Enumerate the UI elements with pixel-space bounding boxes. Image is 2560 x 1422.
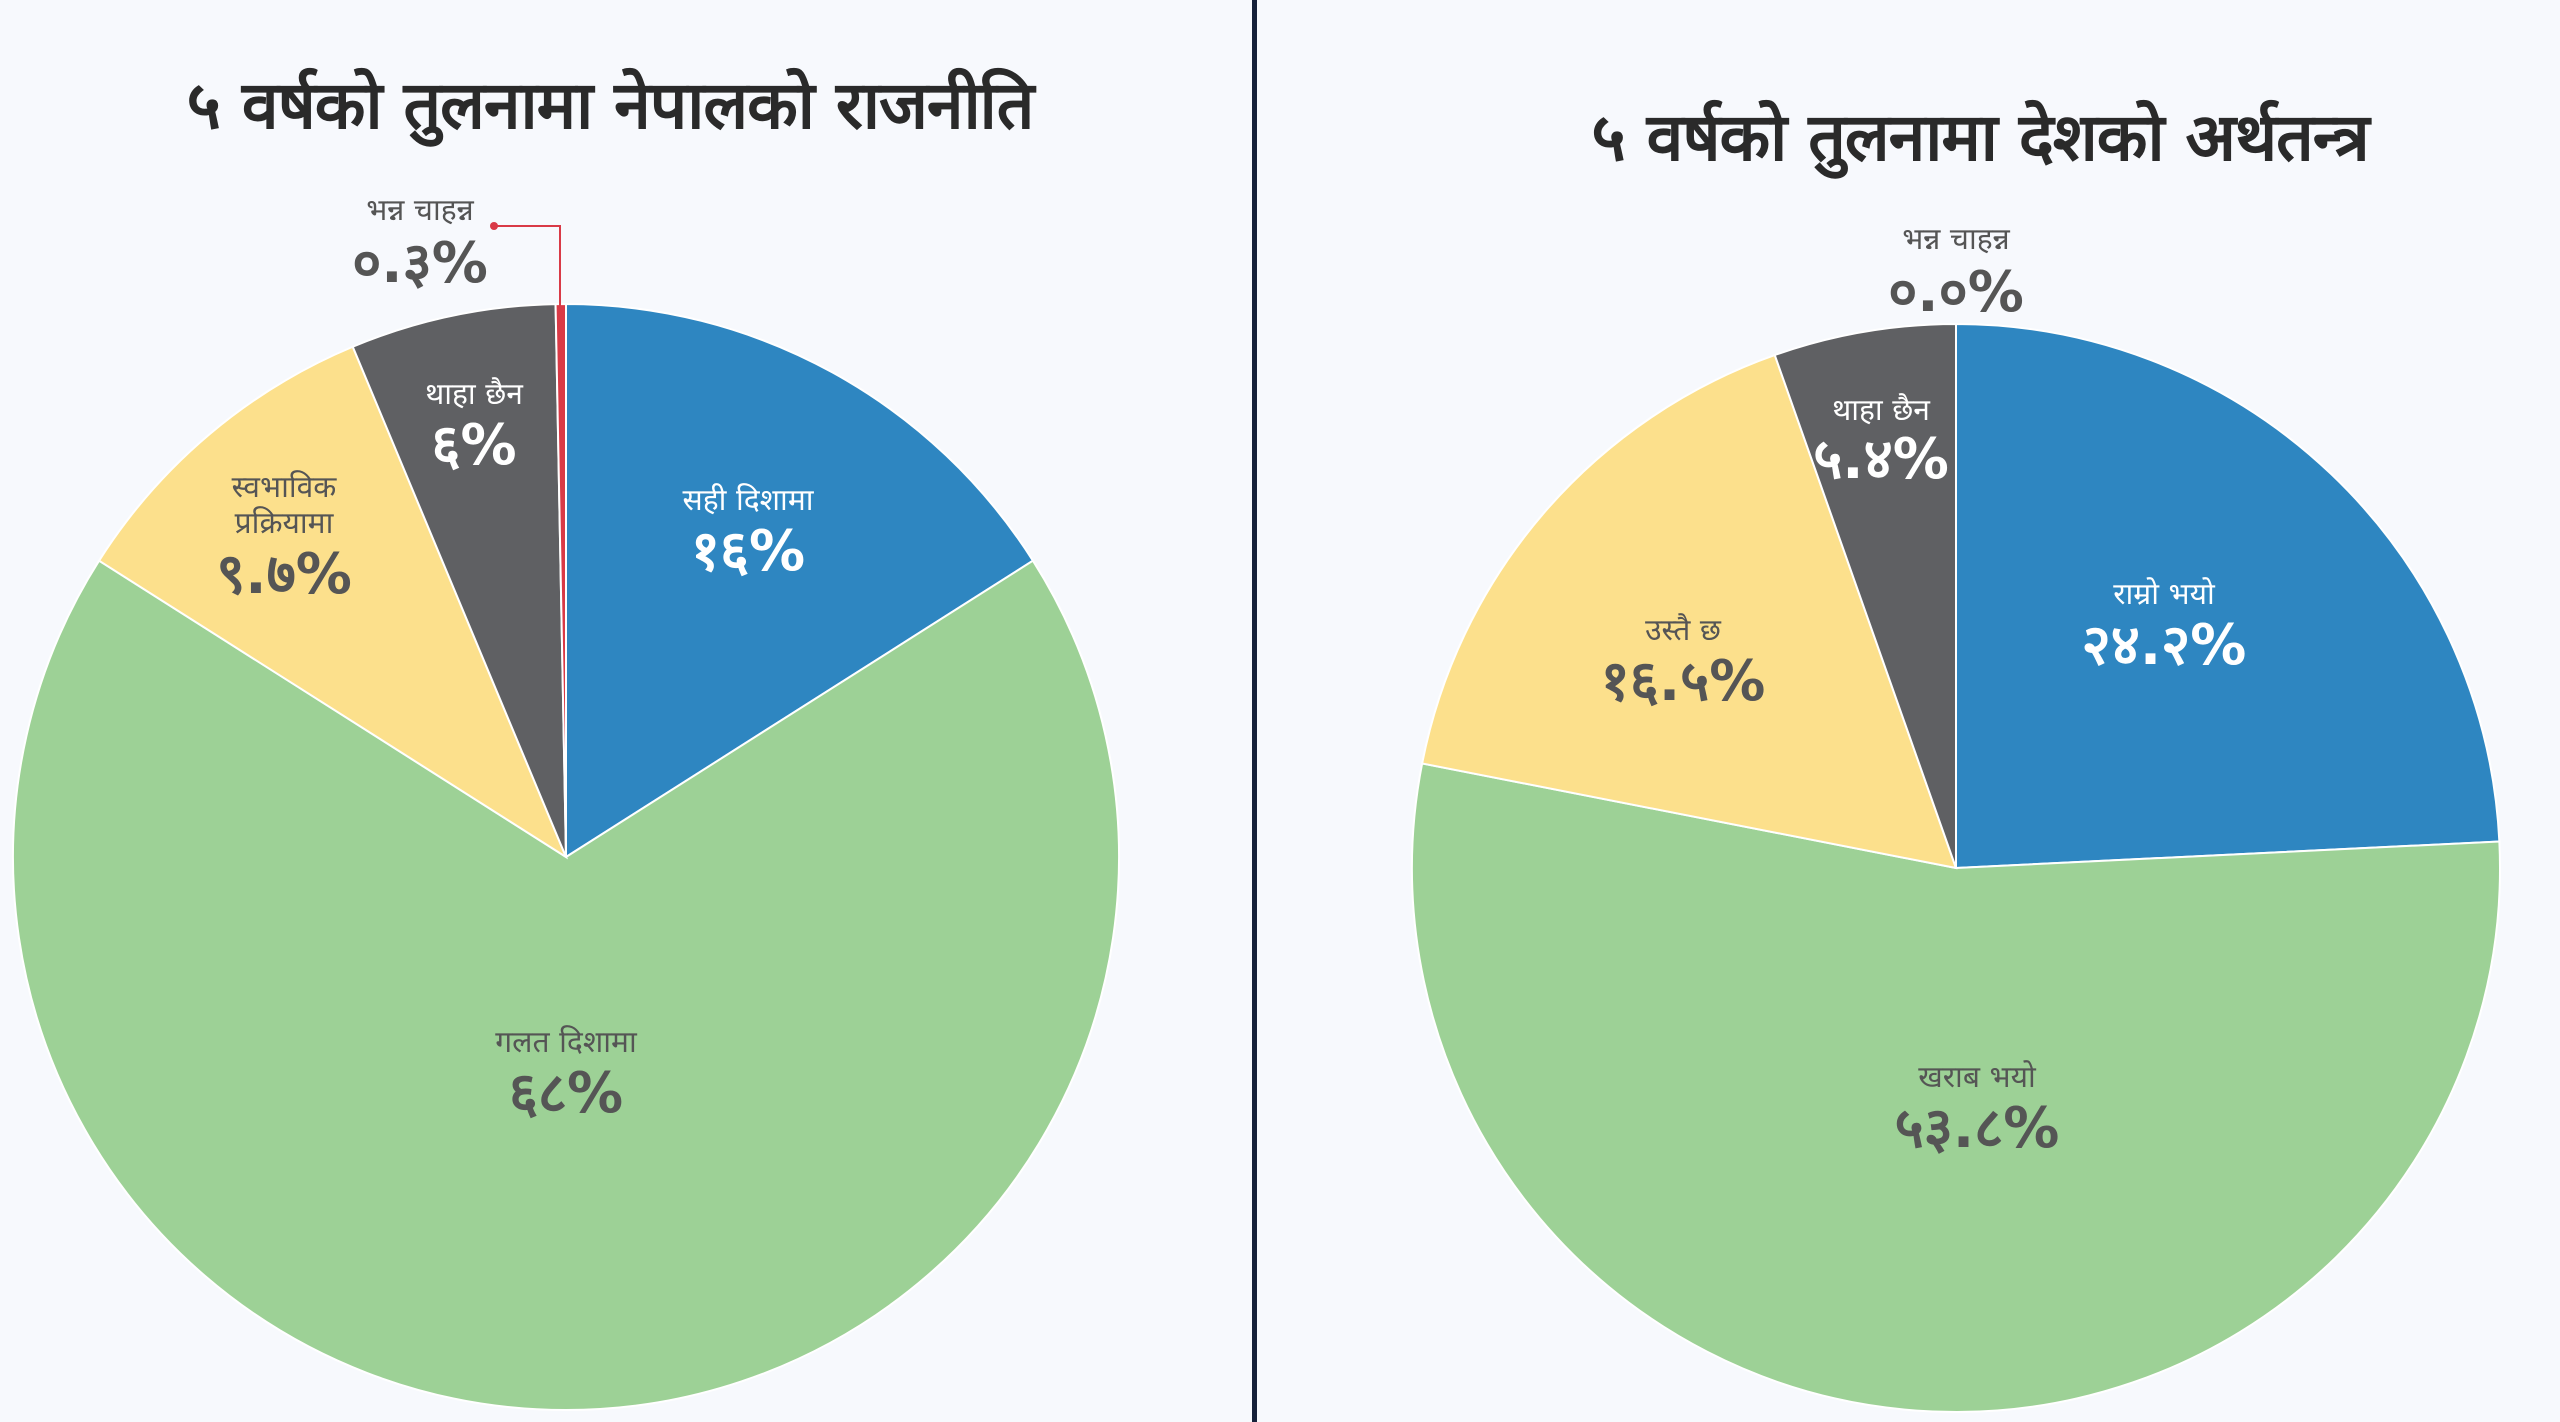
pie-slice-dont-know: [351, 303, 567, 858]
slice-value-no-answer: ०.०%: [1888, 260, 2024, 325]
slice-label-no-answer: भन्न चाहन्न: [366, 193, 474, 228]
leader-line-no-answer: [494, 225, 561, 306]
slice-value-no-answer: ०.३%: [352, 231, 488, 296]
pie-slice-positive: [1955, 322, 2501, 870]
slice-label-neutral-line1: स्वभाविक: [232, 470, 338, 505]
slice-label-negative: गलत दिशामा: [495, 1025, 638, 1060]
pie-slice-dont-know: [1773, 322, 1957, 869]
slice-value-neutral: १६.५%: [1601, 649, 1766, 714]
slice-value-negative: ६८%: [509, 1061, 623, 1126]
slice-value-negative: ५३.८%: [1895, 1096, 2060, 1161]
pie-slice-negative: [1411, 762, 2501, 1413]
chart-divider: [1252, 0, 1257, 1422]
leader-dot-no-answer: [490, 222, 498, 230]
slice-value-positive: २४.२%: [2082, 613, 2247, 678]
slice-label-dont-know: थाहा छैन: [1832, 393, 1931, 428]
slice-value-neutral: ९.७%: [216, 542, 352, 607]
slice-label-negative: खराब भयो: [1918, 1060, 2037, 1095]
slice-value-positive: १६%: [691, 519, 805, 584]
slice-label-dont-know: थाहा छैन: [425, 377, 524, 412]
slice-label-positive: राम्रो भयो: [2113, 577, 2216, 612]
pie-slice-neutral: [1420, 353, 1958, 870]
slice-value-dont-know: ५.४%: [1813, 427, 1949, 492]
pie-slice-positive: [565, 302, 1035, 859]
chart-title-economy: ५ वर्षको तुलनामा देशको अर्थतन्त्र: [1591, 99, 2369, 176]
pie-slice-negative: [11, 559, 1120, 1411]
slice-label-neutral: उस्तै छ: [1645, 613, 1722, 648]
slice-label-no-answer: भन्न चाहन्न: [1902, 222, 2010, 257]
slice-label-positive: सही दिशामा: [682, 483, 814, 518]
chart-title-politics: ५ वर्षको तुलनामा नेपालको राजनीति: [186, 67, 1035, 144]
slice-label-neutral-line2: प्रक्रियामा: [235, 506, 335, 541]
pie-slice-neutral: [97, 345, 569, 860]
pie-chart-politics: सही दिशामा१६% गलत दिशामा६८% स्वभाविकप्रक्र…: [11, 193, 1120, 1411]
slice-value-dont-know: ६%: [431, 413, 516, 478]
